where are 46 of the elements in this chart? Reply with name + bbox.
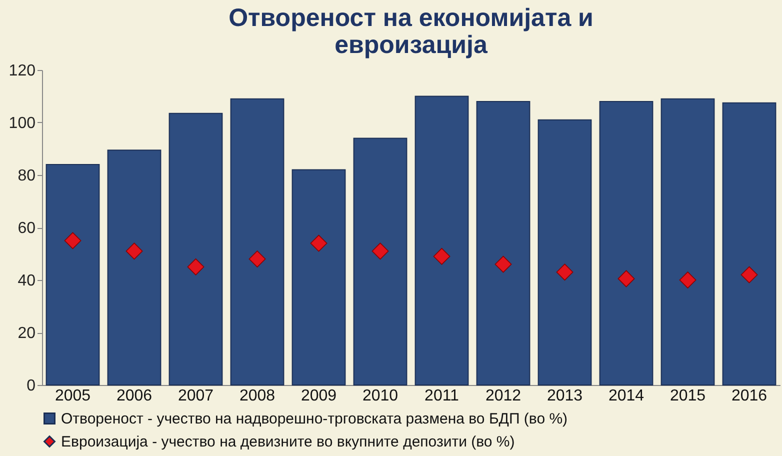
point: [679, 272, 696, 288]
x-tick-label: 2009: [300, 388, 337, 404]
y-tick-label: 0: [26, 378, 36, 394]
legend-label: Отвореност - учество на надворешно-трговската размена во БДП (во %): [61, 410, 568, 428]
bar: [660, 98, 715, 386]
bar: [538, 119, 592, 386]
x-tick-label: 2006: [116, 388, 152, 404]
bar: [599, 101, 654, 386]
x-tick-label: 2012: [485, 388, 522, 404]
point: [187, 258, 204, 276]
x-tick-label: 2013: [546, 388, 583, 404]
bar: [168, 112, 223, 386]
y-tick-label: 20: [18, 325, 36, 342]
point: [556, 264, 574, 281]
y-tick-label: 40: [18, 272, 36, 290]
x-tick-label: 2014: [608, 388, 644, 404]
point: [740, 266, 758, 284]
bar: [476, 101, 530, 386]
point: [248, 250, 266, 268]
bar: [414, 96, 469, 386]
bar: [230, 98, 284, 386]
legend-label: Евроизација - учество на девизните во вкупните депозити (во %): [61, 434, 515, 450]
x-tick-label: 2008: [239, 388, 276, 404]
y-tick-label: 100: [8, 115, 36, 132]
point: [126, 242, 143, 260]
x-tick-label: 2016: [731, 388, 768, 404]
chart-title: Отвореност на економијата и евроизација: [228, 4, 594, 59]
bar: [722, 102, 776, 386]
bar: [353, 138, 408, 386]
x-tick-label: 2015: [670, 388, 706, 404]
y-tick-label: 80: [18, 168, 36, 184]
y-tick-label: 120: [8, 62, 36, 80]
bar: [107, 150, 162, 386]
point: [372, 242, 389, 260]
point: [494, 256, 512, 273]
x-tick-label: 2011: [424, 388, 460, 404]
x-tick-label: 2005: [54, 388, 91, 404]
point: [433, 248, 450, 265]
x-tick-label: 2010: [362, 388, 398, 404]
bar: [46, 164, 100, 386]
point: [618, 270, 635, 288]
y-tick-label: 60: [18, 220, 36, 237]
bar: [292, 169, 346, 386]
x-tick-label: 2007: [178, 388, 214, 404]
point: [310, 234, 328, 252]
point: [64, 232, 82, 250]
